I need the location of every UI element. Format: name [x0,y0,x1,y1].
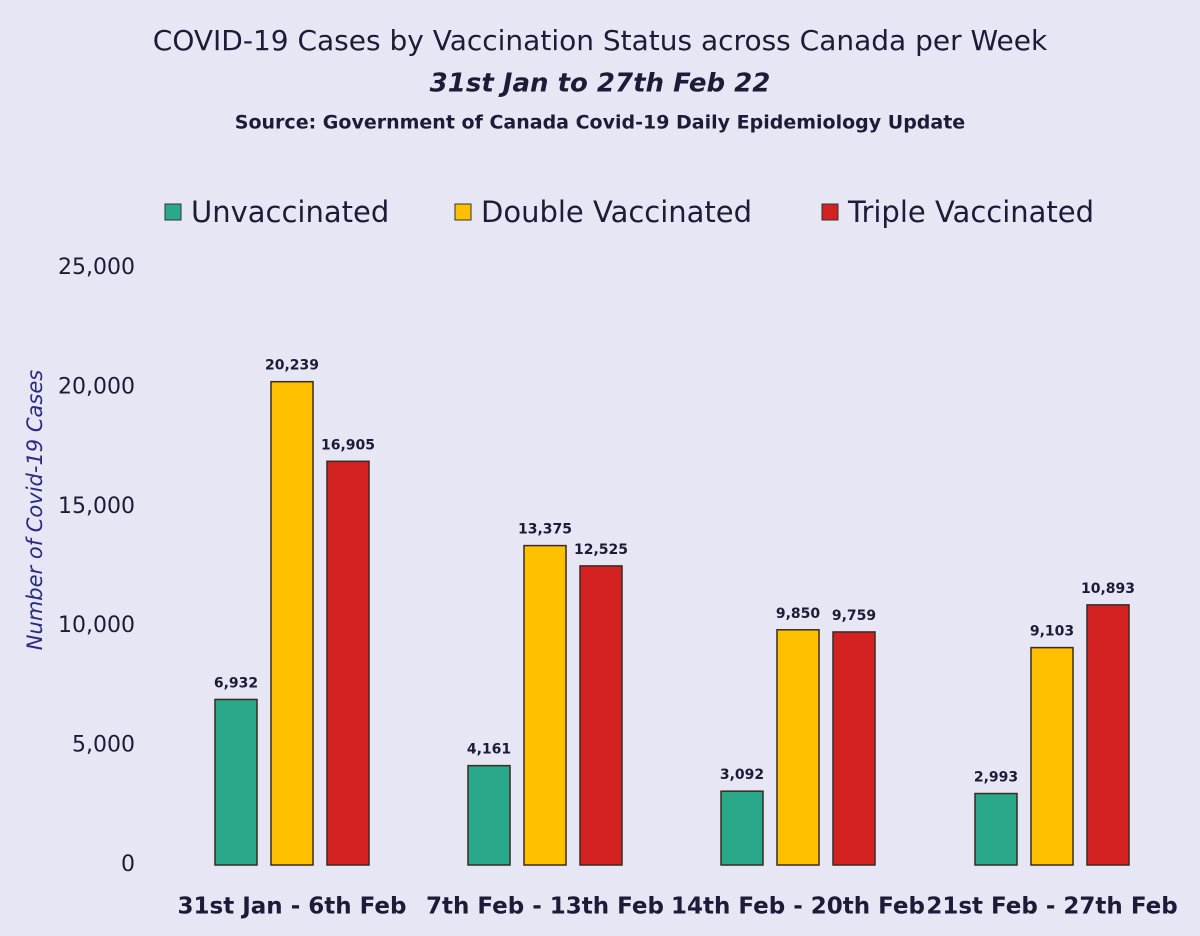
value-label: 9,850 [776,606,821,622]
value-label: 2,993 [974,770,1018,786]
bar [579,565,623,866]
value-label: 4,161 [467,742,511,758]
value-label: 12,525 [574,542,628,558]
y-tick-label: 20,000 [58,374,135,399]
x-tick-label: 21st Feb - 27th Feb [926,894,1177,920]
x-tick-label: 7th Feb - 13th Feb [426,894,664,920]
value-label: 10,893 [1081,581,1135,597]
bar [214,698,258,866]
bar [523,544,567,866]
y-tick-label: 0 [121,852,135,877]
bar [1086,604,1130,866]
bar [832,631,876,866]
legend-swatch [454,203,472,221]
bar [776,629,820,866]
legend-label: Unvaccinated [191,195,389,229]
y-tick-label: 10,000 [58,613,135,638]
legend-swatch [821,203,839,221]
y-tick-label: 5,000 [72,733,135,758]
bar [1030,646,1074,866]
value-label: 20,239 [265,358,319,374]
bar [720,790,764,866]
value-label: 16,905 [321,437,375,453]
value-label: 3,092 [720,767,764,783]
chart-source: Source: Government of Canada Covid-19 Da… [235,112,965,134]
x-tick-label: 31st Jan - 6th Feb [178,894,407,920]
value-label: 9,103 [1030,624,1074,640]
value-label: 9,759 [832,608,876,624]
bar [270,380,314,866]
value-label: 6,932 [214,675,258,691]
y-axis-label: Number of Covid-19 Cases [23,370,47,650]
legend-swatch [164,203,182,221]
bar [467,764,511,866]
bar [326,460,370,866]
value-label: 13,375 [518,522,572,538]
y-tick-label: 25,000 [58,255,135,280]
y-tick-label: 15,000 [58,494,135,519]
chart-title: COVID-19 Cases by Vaccination Status acr… [153,24,1048,57]
chart-subtitle: 31st Jan to 27th Feb 22 [430,69,771,99]
legend-label: Triple Vaccinated [847,195,1094,229]
x-tick-label: 14th Feb - 20th Feb [671,894,925,920]
bar [974,792,1018,866]
legend-label: Double Vaccinated [481,195,752,229]
